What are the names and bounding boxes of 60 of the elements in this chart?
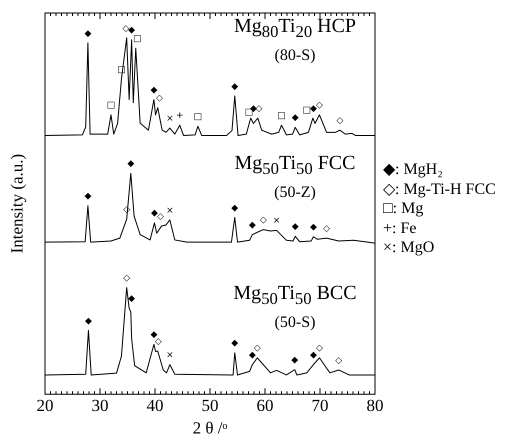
annotation: ◇	[157, 212, 164, 222]
x-tick-label: 80	[366, 396, 384, 415]
x-tick-label: 30	[92, 396, 108, 415]
x-tick-label: 20	[36, 396, 54, 415]
annotation: ◆	[150, 208, 158, 219]
annotation: □	[106, 100, 116, 111]
legend-label: Mg$_{80}$Ti$_{20}$ HCP (80-S)	[232, 15, 358, 66]
annotation: ◇	[122, 24, 130, 34]
annotation: ◆	[310, 222, 317, 233]
x-tick-label: 50	[202, 396, 218, 415]
annotation: ◆	[84, 28, 92, 39]
x-tick-label: 40	[146, 396, 164, 415]
annotation: ◆	[150, 85, 158, 96]
annotation: ◇	[156, 94, 163, 104]
annotation: ◆	[84, 192, 92, 202]
annotation: ◆	[231, 82, 238, 92]
annotation: □	[194, 112, 202, 122]
annotation: ×	[166, 114, 174, 124]
annotation: ◆	[128, 26, 136, 36]
annotation: ◆	[291, 355, 298, 366]
x-tick-label: 60	[256, 396, 274, 415]
annotation: ◆	[292, 113, 299, 124]
annotation: ◇	[260, 215, 267, 226]
annotation: ×	[166, 350, 174, 360]
annotation: ◆	[127, 159, 134, 170]
annotation: ◆	[150, 330, 158, 340]
annotation: ◆	[310, 350, 317, 360]
x-axis-title: 2 θ /ᵒ	[192, 418, 228, 438]
text: □: Mg	[383, 199, 424, 218]
text: ◆: MgH₂	[383, 160, 444, 180]
annotation: ◇	[323, 224, 330, 234]
annotation: ◆	[231, 338, 238, 349]
annotation: ×	[166, 206, 174, 216]
text: +: Fe	[383, 218, 418, 238]
text: ◇: Mg-Ti-H FCC	[383, 180, 496, 199]
annotation: ◇	[123, 274, 130, 284]
annotation: ◆	[310, 104, 317, 114]
series-label: Mg$_{50}$Ti$_{50}$ BCC (50-S)	[232, 282, 358, 333]
annotation: ×	[272, 216, 280, 226]
annotation: ◇	[316, 344, 323, 354]
annotation: ◆	[84, 316, 92, 326]
x-tick-label: 70	[312, 396, 328, 415]
text: ×: MgO	[383, 238, 436, 258]
y-axis-title: Intensity (a.u.)	[7, 154, 26, 254]
annotation: ◆	[248, 220, 256, 230]
annotation: ◆	[250, 104, 257, 114]
annotation: ◇	[254, 344, 261, 354]
annotation: ◆	[292, 222, 299, 232]
annotation: ◆	[231, 203, 238, 214]
annotation: □	[133, 34, 142, 44]
annotation: □	[277, 111, 286, 122]
annotation: ◇	[335, 356, 342, 366]
annotation: ◆	[128, 294, 136, 304]
annotation: +	[176, 111, 184, 122]
annotation: □	[302, 106, 312, 116]
annotation: ◇	[154, 336, 162, 347]
series-label: Mg$_{50}$Ti$_{50}$ FCC (50-Z)	[234, 152, 356, 203]
annotation: ◆	[248, 350, 256, 360]
annotation: ◇	[316, 100, 323, 111]
annotation: ◇	[336, 116, 344, 126]
